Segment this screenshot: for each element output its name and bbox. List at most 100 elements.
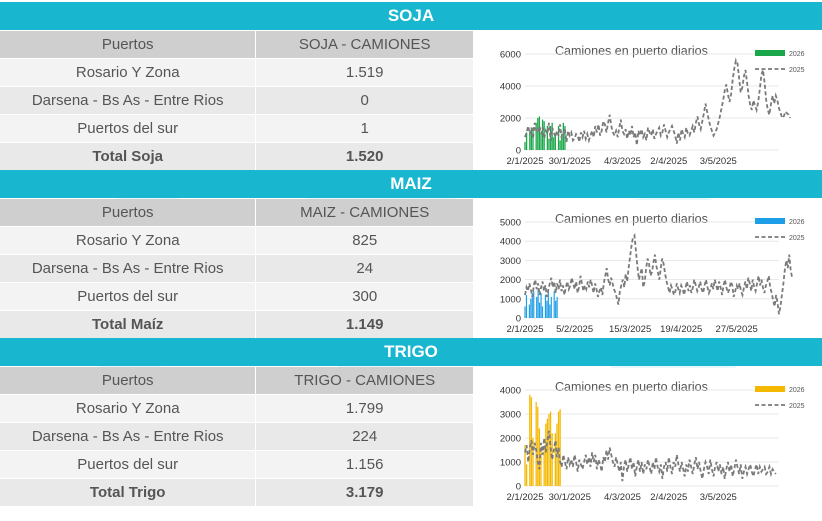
bar xyxy=(564,126,566,150)
y-tick-label: 3000 xyxy=(500,256,521,267)
bar xyxy=(554,134,556,150)
bar xyxy=(550,296,552,318)
bar xyxy=(551,433,553,486)
y-tick-label: 4000 xyxy=(500,82,521,93)
cell-total-label: Total Maíz xyxy=(0,310,257,339)
bar xyxy=(544,294,547,318)
header-camiones: TRIGO - CAMIONES xyxy=(255,367,474,395)
x-tick-label: 3/5/2025 xyxy=(700,156,737,167)
cell-puerto: Puertos del sur xyxy=(0,114,257,143)
bar xyxy=(540,450,542,486)
table-row: Puertos del sur 1.156 xyxy=(0,450,474,479)
bar xyxy=(553,291,555,318)
bar xyxy=(535,122,537,150)
table-row: Darsena - Bs As - Entre Rios 24 xyxy=(0,254,474,283)
table-total-row: Total Soja 1.520 xyxy=(0,142,474,171)
x-tick-label: 5/2/2025 xyxy=(556,324,593,335)
bar xyxy=(537,289,539,318)
y-tick-label: 0 xyxy=(516,146,521,157)
series-line-2025 xyxy=(524,430,777,482)
section-title: SOJA xyxy=(0,2,822,30)
bar xyxy=(548,138,550,150)
bar xyxy=(537,406,539,486)
bar xyxy=(554,433,556,486)
table-row: Rosario Y Zona 1.799 xyxy=(0,394,474,423)
bar xyxy=(525,464,528,486)
y-tick-label: 2000 xyxy=(500,275,521,286)
bar xyxy=(559,140,561,150)
cell-total-valor: 1.149 xyxy=(255,310,474,339)
cell-puerto: Rosario Y Zona xyxy=(0,394,257,423)
legend-label: 2025 xyxy=(789,67,805,74)
cell-puerto: Rosario Y Zona xyxy=(0,226,257,255)
y-tick-label: 1000 xyxy=(500,294,521,305)
cell-valor: 0 xyxy=(255,86,474,115)
cell-valor: 24 xyxy=(255,254,474,283)
bar xyxy=(533,291,535,318)
chart-title: Camiones en puerto diarios xyxy=(555,44,708,58)
cell-total-label: Total Soja xyxy=(0,142,257,171)
section-soja: SOJA Puertos SOJA - CAMIONES Rosario Y Z… xyxy=(0,2,822,172)
cell-total-valor: 1.520 xyxy=(255,142,474,171)
bar xyxy=(539,302,541,318)
x-tick-label: 3/5/2025 xyxy=(700,492,737,503)
x-tick-label: 2/1/2025 xyxy=(507,492,544,503)
y-tick-label: 0 xyxy=(516,314,521,325)
bar xyxy=(530,298,532,318)
ports-table: Puertos SOJA - CAMIONES Rosario Y Zona 1… xyxy=(0,31,474,171)
bar xyxy=(555,300,557,318)
table-total-row: Total Maíz 1.149 xyxy=(0,310,474,339)
bar xyxy=(537,118,539,150)
cell-valor: 1.799 xyxy=(255,394,474,423)
legend-label: 2026 xyxy=(789,219,805,226)
table-row: Rosario Y Zona 1.519 xyxy=(0,58,474,87)
bar xyxy=(532,438,534,486)
cell-total-valor: 3.179 xyxy=(255,478,474,507)
table-header-row: Puertos SOJA - CAMIONES xyxy=(0,31,474,59)
bar xyxy=(546,418,549,486)
bar xyxy=(543,447,545,486)
chart-svg: Camiones en puerto diarios 0 1000 2000 3000 4… xyxy=(477,368,819,508)
series-line-2025 xyxy=(524,57,792,146)
bar xyxy=(546,126,549,150)
cell-puerto: Puertos del sur xyxy=(0,282,257,311)
bar xyxy=(553,137,555,150)
x-tick-label: 15/3/2025 xyxy=(609,324,651,335)
header-puertos: Puertos xyxy=(0,31,257,59)
ports-table: Puertos TRIGO - CAMIONES Rosario Y Zona … xyxy=(0,367,474,507)
chart-svg: Camiones en puerto diarios 0 1000 2000 3000 4… xyxy=(477,200,819,340)
bar xyxy=(541,306,544,318)
legend-label: 2025 xyxy=(789,235,805,242)
cell-puerto: Darsena - Bs As - Entre Rios xyxy=(0,422,257,451)
bar xyxy=(548,414,550,486)
x-tick-label: 2/4/2025 xyxy=(650,492,687,503)
y-tick-label: 0 xyxy=(516,482,521,493)
bar xyxy=(562,122,564,150)
bar xyxy=(525,294,528,318)
cell-puerto: Puertos del sur xyxy=(0,450,257,479)
x-tick-label: 4/3/2025 xyxy=(604,492,641,503)
bar xyxy=(524,445,526,486)
section-maiz: MAIZ Puertos MAIZ - CAMIONES Rosario Y Z… xyxy=(0,170,822,340)
bar xyxy=(536,296,538,318)
y-tick-label: 6000 xyxy=(500,50,521,61)
bar xyxy=(529,394,531,486)
table-row: Puertos del sur 300 xyxy=(0,282,474,311)
x-tick-label: 27/5/2025 xyxy=(716,324,758,335)
cell-puerto: Darsena - Bs As - Entre Rios xyxy=(0,254,257,283)
bar xyxy=(541,119,544,150)
cell-total-label: Total Trigo xyxy=(0,478,257,507)
header-puertos: Puertos xyxy=(0,367,257,395)
bar xyxy=(532,127,534,150)
section-trigo: TRIGO Puertos TRIGO - CAMIONES Rosario Y… xyxy=(0,338,822,508)
legend-swatch-2026 xyxy=(755,218,785,224)
bar xyxy=(530,130,533,150)
legend-label: 2025 xyxy=(789,403,805,410)
legend-label: 2026 xyxy=(789,51,805,58)
x-tick-label: 2/4/2025 xyxy=(650,156,687,167)
legend-swatch-2026 xyxy=(755,50,785,56)
daily-trucks-chart: Camiones en puerto diarios 0 1000 2000 3000 4… xyxy=(477,200,819,340)
bar xyxy=(529,132,531,150)
x-tick-label: 2/1/2025 xyxy=(507,324,544,335)
cell-valor: 224 xyxy=(255,422,474,451)
